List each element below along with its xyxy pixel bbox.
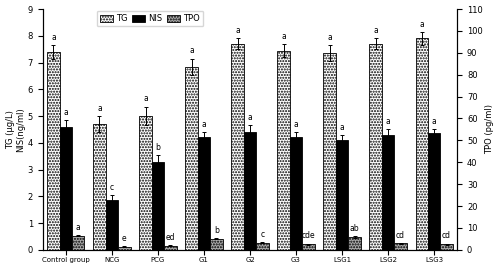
- Text: a: a: [420, 20, 424, 29]
- Text: a: a: [97, 104, 102, 113]
- Bar: [152, 161, 164, 250]
- Text: a: a: [189, 46, 194, 55]
- Text: ed: ed: [166, 233, 175, 242]
- Text: a: a: [202, 120, 206, 129]
- Bar: [210, 239, 222, 250]
- Text: a: a: [64, 108, 68, 117]
- Text: a: a: [76, 223, 80, 232]
- Bar: [140, 116, 151, 250]
- Text: cd: cd: [396, 231, 405, 240]
- Bar: [348, 237, 360, 250]
- Text: cde: cde: [302, 231, 316, 240]
- Bar: [394, 243, 407, 250]
- Text: a: a: [281, 32, 286, 41]
- Y-axis label: TG (μg/L)
NIS(ng/ml): TG (μg/L) NIS(ng/ml): [6, 107, 25, 152]
- Bar: [244, 132, 256, 250]
- Text: a: a: [143, 94, 148, 104]
- Text: a: a: [294, 120, 298, 129]
- Text: c: c: [110, 183, 114, 192]
- Text: a: a: [340, 123, 344, 132]
- Bar: [440, 244, 453, 250]
- Bar: [164, 246, 176, 250]
- Text: a: a: [235, 26, 240, 35]
- Bar: [370, 44, 382, 250]
- Bar: [256, 243, 268, 250]
- Bar: [47, 52, 60, 250]
- Text: b: b: [214, 226, 219, 235]
- Text: e: e: [122, 234, 126, 243]
- Bar: [232, 44, 244, 250]
- Text: cd: cd: [442, 231, 451, 240]
- Bar: [428, 133, 440, 250]
- Bar: [324, 53, 336, 250]
- Text: a: a: [51, 33, 56, 42]
- Bar: [278, 51, 290, 250]
- Bar: [382, 135, 394, 250]
- Text: ab: ab: [350, 224, 360, 233]
- Bar: [72, 236, 85, 250]
- Text: a: a: [328, 33, 332, 42]
- Text: b: b: [156, 143, 160, 152]
- Text: c: c: [260, 230, 264, 239]
- Bar: [106, 200, 118, 250]
- Bar: [93, 124, 106, 250]
- Bar: [186, 66, 198, 250]
- Bar: [302, 244, 314, 250]
- Text: a: a: [248, 113, 252, 122]
- Legend: TG, NIS, TPO: TG, NIS, TPO: [96, 11, 204, 26]
- Y-axis label: TPO (pg/ml): TPO (pg/ml): [486, 104, 494, 154]
- Bar: [290, 137, 302, 250]
- Text: a: a: [432, 117, 436, 126]
- Text: a: a: [374, 26, 378, 35]
- Bar: [60, 127, 72, 250]
- Bar: [118, 247, 130, 250]
- Text: a: a: [386, 117, 390, 126]
- Bar: [416, 38, 428, 250]
- Bar: [198, 137, 210, 250]
- Bar: [336, 140, 348, 250]
